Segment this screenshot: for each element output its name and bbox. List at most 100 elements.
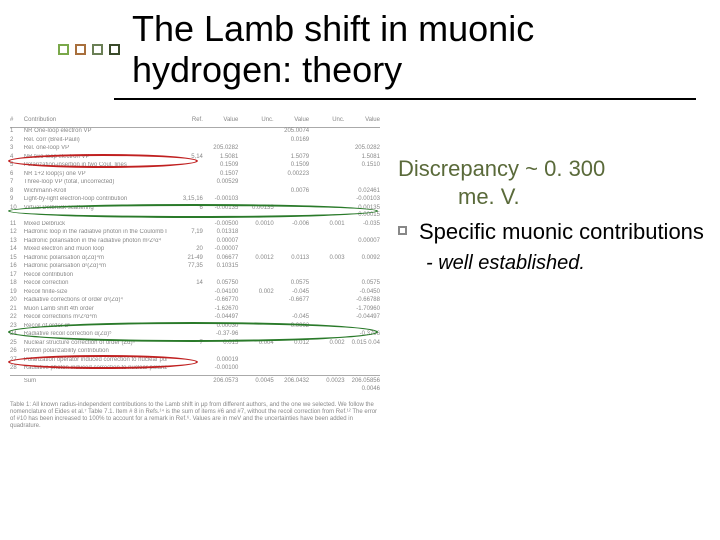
table-cell: 205.0282 xyxy=(345,145,380,153)
table-cell: 14 xyxy=(167,280,202,288)
table-cell xyxy=(309,246,344,254)
table-cell: NR 1+2 loop(s) one VP xyxy=(24,171,168,179)
table-cell xyxy=(203,348,238,356)
table-cell xyxy=(238,272,273,280)
table-cell xyxy=(167,171,202,179)
table-cell xyxy=(274,246,309,254)
table-cell: 77,35 xyxy=(167,263,202,271)
table-cell: Hadronic polarisation α(Zα)⁴m xyxy=(24,255,168,263)
table-caption: Table 1: All known radius-independent co… xyxy=(10,402,380,431)
table-cell: 17 xyxy=(10,272,24,280)
table-cell: -0.006 xyxy=(274,221,309,229)
discrepancy-line1: Discrepancy ~ 0. 300 xyxy=(398,155,706,183)
table-cell: 0.004 xyxy=(238,340,273,348)
table-cell: 0.0010 xyxy=(238,221,273,229)
table-cell: 1.5081 xyxy=(345,154,380,162)
table-cell: -0.0450 xyxy=(345,289,380,297)
table-cell: -0.04497 xyxy=(203,314,238,322)
table-cell: -0.04100 xyxy=(203,289,238,297)
th-v1: Value xyxy=(203,117,238,125)
table-cell: 0.10315 xyxy=(203,263,238,271)
table-cell: -0.66788 xyxy=(345,297,380,305)
table-cell: -0.00007 xyxy=(203,246,238,254)
table-cell: 27 xyxy=(10,357,24,365)
table-cell xyxy=(309,154,344,162)
table-cell: 16 xyxy=(10,263,24,271)
table-row: 19Recoil finite-size-0.041000.002-0.045-… xyxy=(10,288,380,297)
table-cell: 0.00529 xyxy=(203,179,238,187)
table-cell: 0.0002 xyxy=(274,323,309,331)
table-row: 12Hadronic loop in the radiative photon … xyxy=(10,229,380,238)
table-cell xyxy=(309,365,344,373)
table-row: 17Recoil contribution xyxy=(10,271,380,280)
table-cell xyxy=(167,238,202,246)
table-cell: 3 xyxy=(10,145,24,153)
table-cell xyxy=(309,331,344,339)
table-row: 14Mixed electron and muon loop20-0.00007 xyxy=(10,246,380,255)
table-row: 3Rel. one-loop VP205.0282205.0282 xyxy=(10,145,380,154)
th-v3: Value xyxy=(345,117,380,125)
table-cell xyxy=(167,314,202,322)
table-cell: 0.012 xyxy=(274,340,309,348)
table-cell xyxy=(203,272,238,280)
table-row: 10Virtual Delbrück scattering6-0.001350.… xyxy=(10,204,380,220)
table-row: 5Polarization-insertion in two Coul. lin… xyxy=(10,162,380,171)
table-cell: -0.045 xyxy=(274,289,309,297)
table-cell: 20 xyxy=(167,246,202,254)
table-cell: 0.002 xyxy=(238,289,273,297)
table-cell xyxy=(309,263,344,271)
table-row: 11Mixed Delbrück-0.005000.0010-0.0060.00… xyxy=(10,220,380,229)
table-row: 16Hadronic polarisation α²(Zα)⁴m77,350.1… xyxy=(10,263,380,272)
table-cell: 21-49 xyxy=(167,255,202,263)
table-cell xyxy=(167,137,202,145)
table-row: 8Wichmann-Kroll0.00760.02461 xyxy=(10,187,380,196)
table-cell xyxy=(238,348,273,356)
sum-row: Sum 206.0573 0.0045 206.0432 0.0023 206.… xyxy=(10,375,380,394)
table-cell xyxy=(309,314,344,322)
table-cell: 3,15,16 xyxy=(167,196,202,204)
table-cell xyxy=(309,188,344,196)
table-cell xyxy=(238,162,273,170)
table-cell: 21 xyxy=(10,306,24,314)
table-cell xyxy=(345,365,380,373)
table-cell: 15 xyxy=(10,255,24,263)
table-cell: -0.66770 xyxy=(203,297,238,305)
table-cell xyxy=(238,128,273,136)
table-cell: -0.3796 xyxy=(345,331,380,339)
table-row: 4NR two-loop electron VP5,141.50811.5079… xyxy=(10,153,380,162)
table-row: 24Radiative recoil correction α(Zα)⁵-0.3… xyxy=(10,331,380,340)
th-num: # xyxy=(10,117,24,125)
table-cell xyxy=(345,357,380,365)
table-cell: 0.00019 xyxy=(203,357,238,365)
table-cell: 18 xyxy=(10,280,24,288)
table-cell xyxy=(238,229,273,237)
table-cell: Hadronic polarisation in the radiative p… xyxy=(24,238,168,246)
table-row: 15Hadronic polarisation α(Zα)⁴m21-490.06… xyxy=(10,254,380,263)
dot-2 xyxy=(75,44,86,55)
table-cell xyxy=(309,238,344,246)
table-cell xyxy=(345,272,380,280)
table-cell: 7,19 xyxy=(167,229,202,237)
th-u1: Unc. xyxy=(238,117,273,125)
table-cell: 0.0076 xyxy=(274,188,309,196)
table-cell: Radiative photon-induced correction to n… xyxy=(24,365,168,373)
table-cell xyxy=(274,306,309,314)
table-cell: 28 xyxy=(10,365,24,373)
table-cell xyxy=(238,314,273,322)
table-row: 26Proton polarizability contribution xyxy=(10,348,380,357)
table-cell: 6 xyxy=(10,171,24,179)
table-cell: Radiative recoil correction α(Zα)⁵ xyxy=(24,331,168,339)
table-cell: 0.1509 xyxy=(274,162,309,170)
table-cell: Recoil contribution xyxy=(24,272,168,280)
th-contrib: Contribution xyxy=(24,117,168,125)
table-row: 9Light-by-light electron-loop contributi… xyxy=(10,196,380,205)
sum-v3: 206.05856 0.0046 xyxy=(345,378,380,393)
table-row: 7Three-loop VP (total, uncorrected)0.005… xyxy=(10,179,380,188)
table-cell: 0.003 xyxy=(309,255,344,263)
table-row: 27Polarization operator induced correcti… xyxy=(10,356,380,365)
sum-v1: 206.0573 xyxy=(203,378,238,393)
table-cell: Nuclear structure correction of order (Z… xyxy=(24,340,168,348)
table-cell xyxy=(309,297,344,305)
table-cell: 0.0169 xyxy=(274,137,309,145)
table-cell: 14 xyxy=(10,246,24,254)
